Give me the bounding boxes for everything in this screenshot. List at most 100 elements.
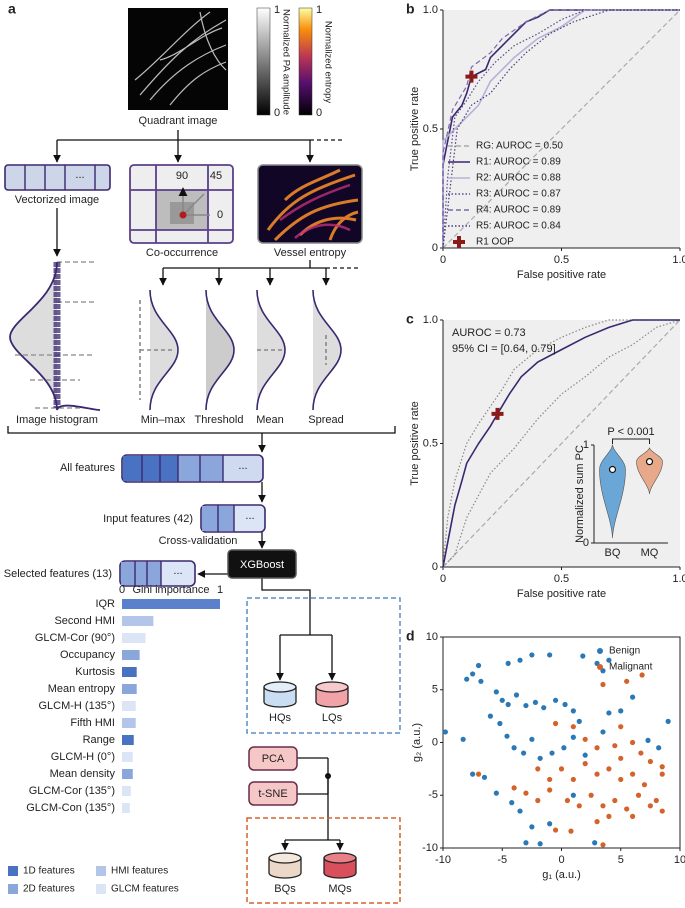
legend-label: R1 OOP [476,237,514,248]
statistic-label: Spread [308,414,343,426]
category-label: GLCM-Con (135°) [26,802,115,814]
point [547,652,553,658]
vessel-entropy-image [257,164,363,244]
legend-label: Benign [609,646,640,657]
point [582,761,588,767]
point [580,653,586,659]
angle-label: 45 [210,170,222,182]
chart-title: Gini importance [132,584,209,596]
point [618,708,624,714]
bar [122,667,137,677]
plot-area [443,10,680,248]
x-tick-label: 5 [618,854,624,866]
point [562,701,568,708]
point [618,776,624,783]
y-tick-label: 0 [432,561,438,573]
point [600,729,606,735]
point [552,720,559,727]
point [606,657,612,663]
point [647,758,653,765]
roc-curve [442,9,680,249]
all-features-box [121,454,264,483]
point [582,736,588,742]
roc-curve [442,9,680,249]
point [641,782,648,788]
legend-marker [597,648,603,654]
panel-label: b [406,1,415,17]
violin [599,443,626,539]
quality-box [246,597,401,734]
y-axis-label: g₂ (a.u.) [411,723,423,762]
legend-label: R4: AUROC = 0.89 [476,205,561,216]
point [549,750,555,756]
marker [491,407,504,420]
legend-swatch [8,884,18,894]
quadrant-image [128,8,228,110]
x-tick-label: 0 [558,854,564,866]
caption: Quadrant image [139,115,218,127]
y-axis-label: Normalized sum PC [574,445,586,543]
caption: Co-occurrence [146,247,218,259]
y-axis-label: True positive rate [409,87,421,172]
point [653,797,659,804]
colorbar [298,7,313,116]
point [592,840,598,846]
point [659,771,665,777]
legend-label: R3: AUROC = 0.87 [476,189,561,200]
point [659,808,665,814]
legend-marker [597,664,603,670]
y-tick-label: -5 [428,789,438,801]
ellipsis: ... [75,169,84,181]
method-label: PCA [262,753,285,765]
point [523,790,529,796]
median [645,458,654,466]
colorbar-tick: 1 [274,4,280,16]
colorbar-tick: 0 [274,107,280,119]
point [594,771,600,777]
x-tick-label: 10 [674,854,685,866]
y-tick-label: 0.5 [423,437,438,449]
y-tick-label: 1.0 [423,314,438,326]
legend-label: R1: AUROC = 0.89 [476,157,561,168]
point [558,766,565,772]
point [511,745,517,751]
point [570,792,576,798]
step-label: XGBoost [240,559,284,571]
point [537,755,543,761]
histogram-glyph [9,261,101,411]
group-label: HQs [269,712,292,724]
category-label: GLCM-Cor (90°) [35,632,115,644]
x-tick-label: 0.5 [554,254,569,266]
bar [122,701,136,711]
point [606,813,612,819]
category-label: Mean density [50,768,116,780]
point [645,737,651,743]
roc-curve [442,319,680,568]
point [568,828,574,834]
statistic-label: Min–max [141,414,186,426]
point [635,792,642,798]
x-tick-label: 0 [440,573,446,585]
point [600,681,606,688]
xgboost-box [227,549,297,579]
x-axis-label: False positive rate [517,588,606,600]
caption: Image histogram [16,414,98,426]
point [505,660,511,666]
roc-curve [442,9,680,248]
ellipsis: ... [245,510,254,522]
step-label: Input features (42) [103,513,193,525]
point [505,701,511,708]
point [509,800,515,806]
bar [122,769,133,779]
ellipsis: ... [173,565,182,577]
point [570,708,576,714]
group-label: LQs [322,712,343,724]
y-tick-label: 0 [432,736,438,748]
point [493,790,499,796]
point [517,657,523,663]
point [547,787,553,793]
legend-swatch [96,884,106,894]
bar [122,803,130,813]
roc-curve [442,319,681,568]
